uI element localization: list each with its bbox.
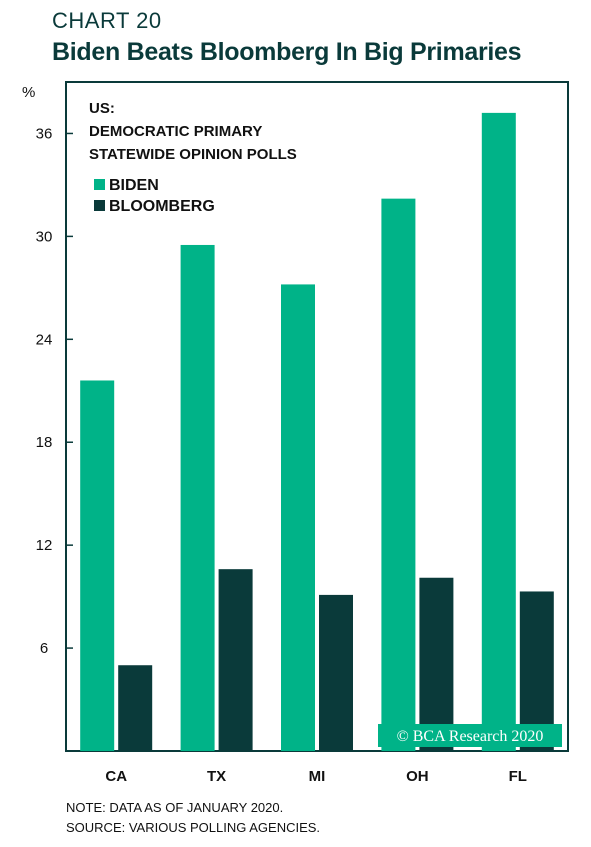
x-category-label: CA [105, 768, 127, 785]
chart-annotation-line: US: [89, 100, 115, 117]
y-tick-label: 30 [36, 228, 53, 245]
bar-biden-mi [281, 284, 315, 751]
bar-bloomberg-mi [319, 594, 353, 751]
chart-title: Biden Beats Bloomberg In Big Primaries [52, 38, 522, 66]
watermark-box [378, 724, 562, 747]
x-category-label: FL [509, 768, 527, 785]
bar-biden-oh [381, 198, 416, 752]
plot-frame [65, 81, 569, 752]
x-category-label: OH [406, 768, 429, 785]
y-tick-label: 6 [40, 640, 48, 657]
legend-label-bloomberg: BLOOMBERG [109, 198, 215, 215]
legend-swatch-biden [94, 179, 105, 190]
x-category-label: TX [207, 768, 226, 785]
bar-biden-ca [80, 380, 115, 751]
y-tick-label: 24 [36, 331, 53, 348]
source-text: SOURCE: VARIOUS POLLING AGENCIES. [66, 820, 321, 835]
bar-bloomberg-oh [419, 577, 454, 751]
y-tick-label: 18 [36, 434, 53, 451]
y-tick-label: 36 [36, 125, 53, 142]
legend-label-biden: BIDEN [109, 177, 159, 194]
chart-number: CHART 20 [52, 8, 162, 33]
y-axis-unit-label: % [22, 84, 35, 101]
y-tick-label: 12 [36, 537, 53, 554]
note-text: NOTE: DATA AS OF JANUARY 2020. [66, 800, 284, 815]
legend-swatch-bloomberg [94, 200, 105, 211]
bar-bloomberg-ca [118, 665, 153, 751]
chart-annotation-line: DEMOCRATIC PRIMARY [89, 123, 262, 140]
watermark-text: © BCA Research 2020 [397, 728, 544, 745]
bar-biden-fl [481, 112, 516, 751]
bar-bloomberg-tx [218, 569, 253, 751]
chart-annotation-line: STATEWIDE OPINION POLLS [89, 146, 297, 163]
bar-biden-tx [180, 244, 215, 751]
x-category-label: MI [309, 768, 326, 785]
